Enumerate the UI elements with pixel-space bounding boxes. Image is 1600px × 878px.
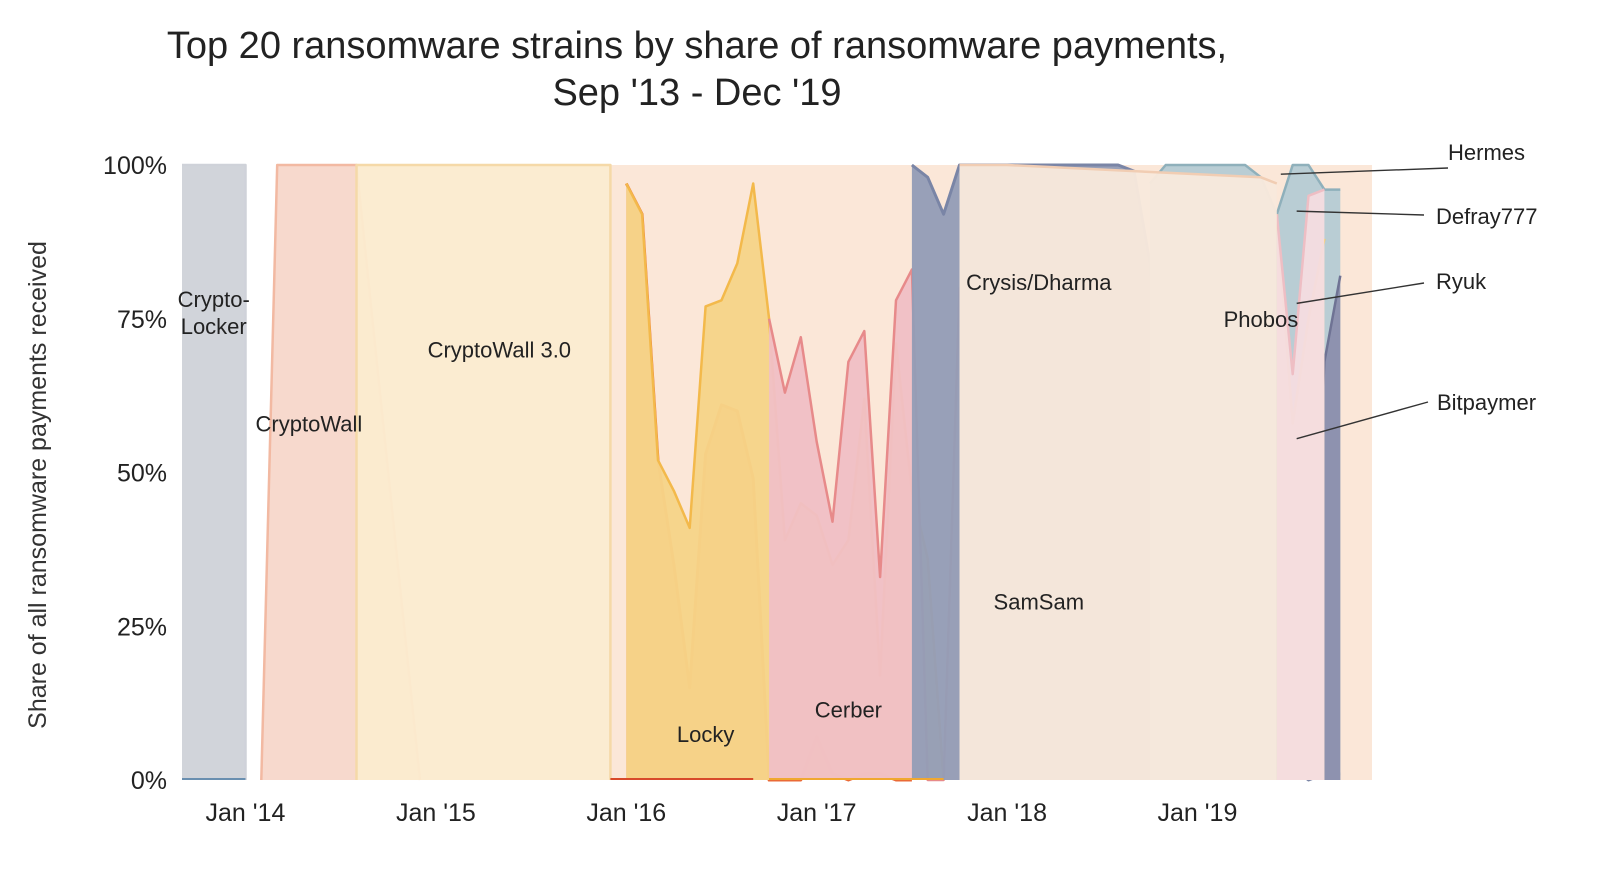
series-label-defray777: Defray777 — [1436, 204, 1538, 229]
series-label-crysis-dharma: Crysis/Dharma — [966, 270, 1112, 295]
series-label-cryptolocker: Crypto- — [178, 287, 250, 312]
y-tick-label: 25% — [117, 613, 167, 641]
y-axis-label: Share of all ransomware payments receive… — [24, 241, 52, 729]
callout-line-hermes — [1280, 167, 1449, 175]
y-tick-label: 0% — [131, 767, 167, 795]
y-axis: 0% 25% 50% 75% 100% — [103, 152, 167, 795]
callout-line-ryuk — [1296, 282, 1425, 305]
series-line-hermes — [959, 163, 1278, 185]
x-tick-label: Jan '14 — [206, 799, 286, 827]
series-label-phobos: Phobos — [1224, 307, 1299, 332]
series-line-defray777 — [1275, 188, 1325, 376]
x-axis: Jan '14 Jan '15 Jan '16 Jan '17 Jan '18 Jan '… — [206, 799, 1238, 827]
series-area-cryptowall-3-0 — [356, 165, 611, 780]
y-tick-label: 50% — [117, 460, 167, 488]
series-area-hermes — [959, 165, 1277, 780]
x-tick-label: Jan '19 — [1158, 799, 1238, 827]
series-label-cryptolocker: Locker — [181, 314, 247, 339]
series-line-cryptowall-3-0 — [355, 163, 612, 780]
series-line-phobos — [1148, 163, 1341, 216]
x-tick-label: Jan '17 — [777, 799, 857, 827]
y-tick-label: 75% — [117, 306, 167, 334]
series-label-bitpaymer: Bitpaymer — [1437, 390, 1536, 415]
series-label-hermes: Hermes — [1448, 140, 1525, 165]
series-label-locky: Locky — [677, 722, 734, 747]
series-area-bitpaymer — [1292, 275, 1341, 780]
x-tick-label: Jan '18 — [967, 799, 1047, 827]
series-area-cryptolocker — [182, 165, 246, 780]
x-tick-label: Jan '16 — [586, 799, 666, 827]
series-label-cryptowall-3-0: CryptoWall 3.0 — [428, 338, 571, 363]
series-label-cryptowall: CryptoWall — [256, 411, 363, 436]
x-tick-label: Jan '15 — [396, 799, 476, 827]
series-line-cryptolocker — [182, 163, 247, 780]
series-label-cerber: Cerber — [815, 697, 882, 722]
series-label-samsam: SamSam — [994, 590, 1084, 615]
callout-line-defray777 — [1296, 210, 1425, 216]
chart-title-line-1: Top 20 ransomware strains by share of ra… — [167, 25, 1227, 67]
chart-title-line-2: Sep '13 - Dec '19 — [552, 72, 841, 114]
series-layer — [182, 163, 1342, 782]
series-labels: Crypto-Locker CryptoWall CryptoWall 3.0 Loc… — [178, 140, 1538, 747]
y-tick-label: 100% — [103, 152, 167, 180]
callout-line-bitpaymer — [1296, 401, 1429, 440]
series-label-ryuk: Ryuk — [1436, 269, 1487, 294]
